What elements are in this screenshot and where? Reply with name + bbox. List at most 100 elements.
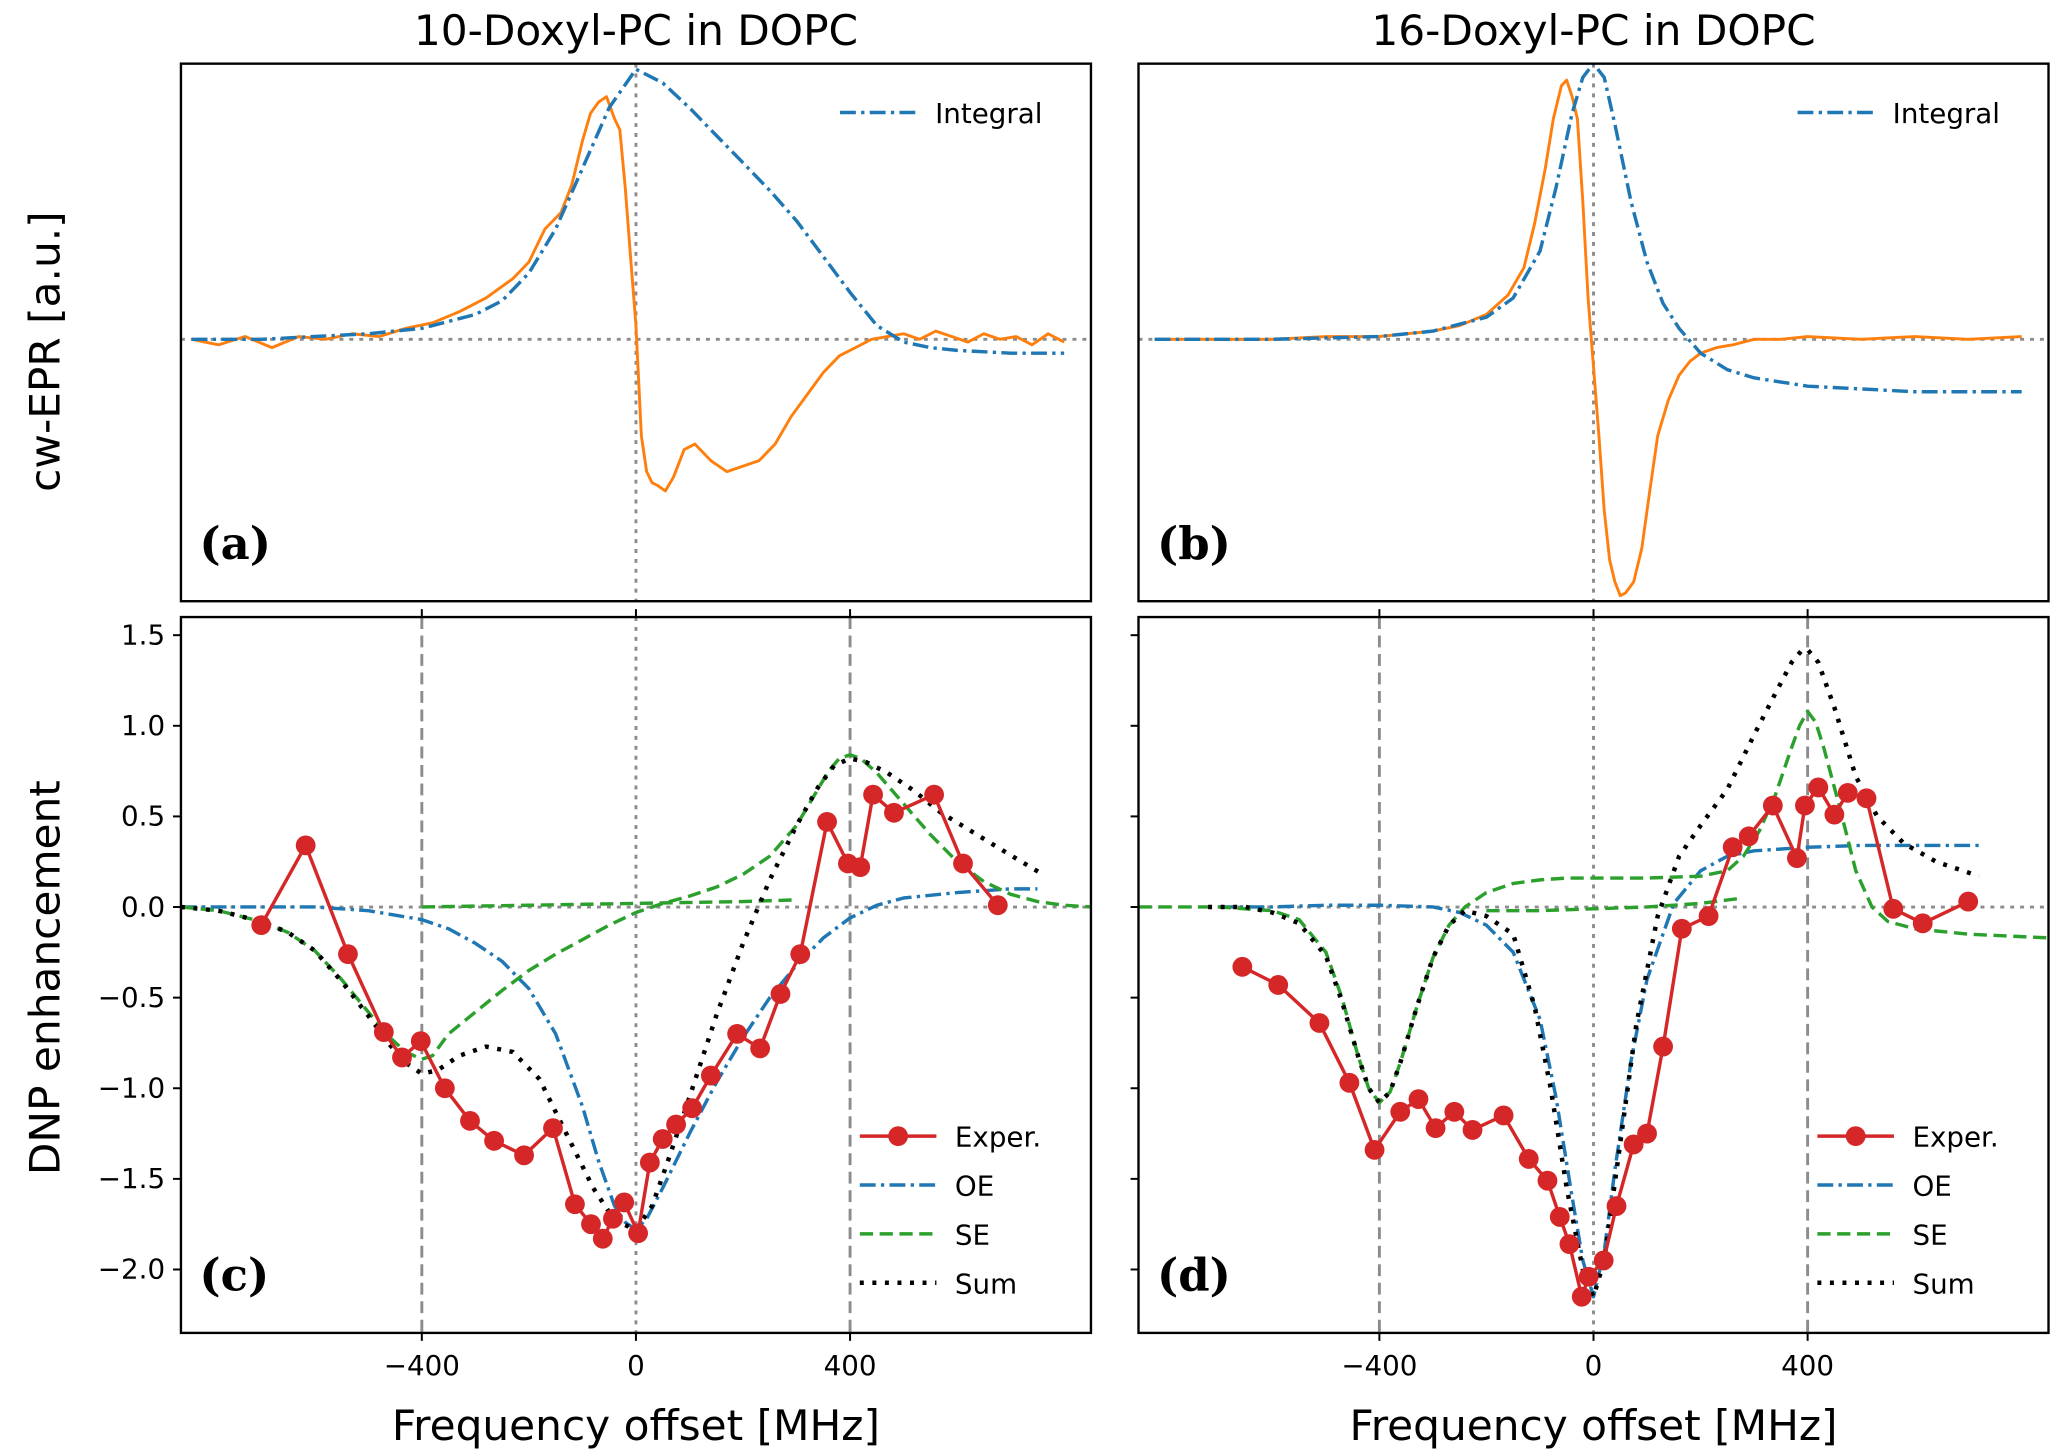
series-sum-line <box>180 756 1044 1232</box>
data-point <box>592 1228 613 1249</box>
data-point <box>639 1152 660 1173</box>
data-point <box>953 853 973 874</box>
legend-label: Sum <box>1912 1267 1974 1300</box>
y-tick-label: 0.5 <box>121 800 165 833</box>
data-point <box>434 1078 455 1099</box>
data-point <box>850 857 871 878</box>
data-point <box>727 1023 748 1044</box>
data-point <box>1309 1013 1330 1033</box>
series-integral-line <box>191 67 1065 355</box>
panel-label: (c) <box>199 1249 269 1302</box>
y-tick-label: 0.0 <box>121 890 165 923</box>
data-point <box>1787 848 1807 868</box>
legend-label: Exper. <box>955 1121 1041 1154</box>
data-point <box>581 1214 601 1235</box>
panel-c: (c) −400 0 400 1.5 1.0 0.5 0.0 −0.5 −1.0 −1.5 −2.0 F… <box>98 609 1093 1450</box>
panel-title: 16-Doxyl-PC in DOPC <box>1371 6 1815 55</box>
data-point <box>1837 782 1858 803</box>
data-point <box>514 1145 534 1166</box>
series-se-line <box>180 753 1091 1061</box>
plot-area <box>180 63 1091 602</box>
data-point <box>1339 1072 1360 1093</box>
legend-label: SE <box>1912 1218 1947 1251</box>
data-point <box>1518 1149 1539 1169</box>
legend-label: Sum <box>955 1267 1017 1300</box>
plot-area <box>1138 63 2049 602</box>
data-point <box>1571 1286 1592 1307</box>
x-axis-label: Frequency offset [MHz] <box>1349 1401 1837 1450</box>
y-tick-label: −1.5 <box>98 1162 165 1195</box>
y-tick-label: −1.0 <box>98 1071 165 1104</box>
data-point <box>1549 1207 1570 1227</box>
x-tick-label: 400 <box>1781 1349 1834 1382</box>
ylabel-bottom: DNP enhancement <box>20 780 69 1175</box>
plot-area <box>180 617 1091 1333</box>
data-point <box>682 1098 703 1119</box>
series-cw-epr-line <box>1154 78 2022 598</box>
data-point <box>1425 1118 1446 1139</box>
y-tick-label: 1.5 <box>121 618 165 651</box>
legend-label: SE <box>955 1218 990 1251</box>
data-point <box>338 944 358 965</box>
axes-frame <box>1137 62 2050 603</box>
data-point <box>652 1129 673 1149</box>
data-point <box>987 895 1008 916</box>
data-point <box>603 1208 623 1229</box>
legend-label: OE <box>1912 1170 1951 1203</box>
series-oe-line <box>180 887 1038 1232</box>
panel-label: (b) <box>1157 517 1231 570</box>
data-point <box>1493 1105 1514 1126</box>
data-point <box>1390 1101 1411 1122</box>
data-point <box>1578 1266 1599 1287</box>
panel-title: 10-Doxyl-PC in DOPC <box>414 6 858 55</box>
data-point <box>410 1031 431 1052</box>
y-tick-label: −0.5 <box>98 981 165 1014</box>
data-point <box>1637 1123 1657 1144</box>
series-integral-line <box>1154 63 2022 394</box>
legend: Exper. OE SE Sum <box>859 1121 1041 1300</box>
data-point <box>1912 913 1933 934</box>
legend: Integral <box>1797 97 2000 130</box>
data-point <box>1856 788 1877 809</box>
data-point <box>1268 975 1289 995</box>
data-point <box>1883 898 1904 919</box>
series-se-line <box>1138 709 2049 1105</box>
data-point <box>1606 1196 1627 1216</box>
axes-frame <box>179 62 1093 603</box>
legend-label: Exper. <box>1912 1121 1998 1154</box>
data-point <box>392 1047 412 1068</box>
x-axis-label: Frequency offset [MHz] <box>392 1401 880 1450</box>
legend: Exper. OE SE Sum <box>1817 1121 1999 1300</box>
data-point <box>1364 1139 1385 1160</box>
panel-a: 10-Doxyl-PC in DOPC (a) Integral <box>179 6 1093 603</box>
series-cw-epr-line <box>191 95 1065 493</box>
data-point <box>1824 804 1845 825</box>
data-point <box>884 802 904 823</box>
series-oe-line <box>1218 843 1979 1299</box>
data-point <box>770 984 791 1004</box>
data-point <box>1444 1101 1465 1122</box>
panel-d: (d) −400 0 400 Frequency offset [MHz] Exper. O… <box>1130 609 2050 1450</box>
x-tick-label: −400 <box>1341 1349 1417 1382</box>
data-point <box>863 784 883 805</box>
x-tick-label: 0 <box>627 1349 645 1382</box>
data-point <box>1722 837 1743 858</box>
data-point <box>1762 795 1783 816</box>
data-point <box>1623 1134 1644 1155</box>
data-point <box>1738 826 1759 847</box>
panel-label: (d) <box>1157 1249 1231 1302</box>
y-tick-label: −2.0 <box>98 1253 165 1286</box>
panel-b: 16-Doxyl-PC in DOPC (b) Integral <box>1137 6 2050 603</box>
series-se-flat-line <box>1486 896 1744 913</box>
data-point <box>1653 1036 1673 1057</box>
legend-marker <box>1845 1126 1866 1147</box>
data-point <box>1408 1089 1429 1110</box>
plot-area <box>1138 617 2049 1333</box>
data-point <box>1537 1170 1558 1191</box>
data-point <box>565 1194 585 1215</box>
data-point <box>1671 918 1692 939</box>
data-point <box>614 1192 635 1213</box>
data-point <box>1593 1250 1614 1271</box>
data-point <box>750 1038 771 1059</box>
